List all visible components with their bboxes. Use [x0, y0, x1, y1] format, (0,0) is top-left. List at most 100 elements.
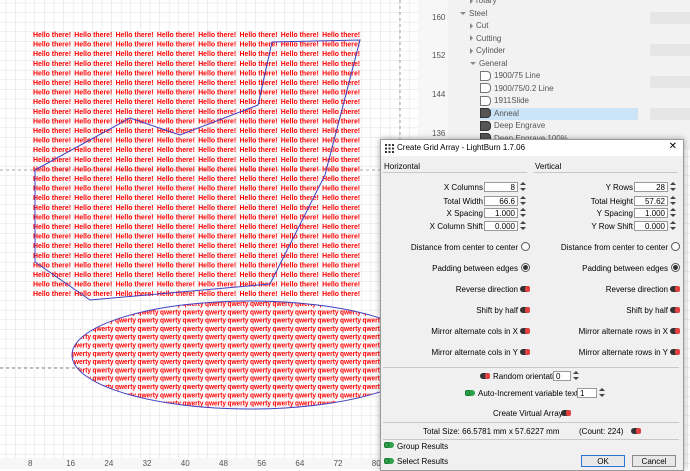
hello-text-instance: Hello there!	[281, 145, 319, 154]
chevron-right-icon[interactable]	[470, 22, 473, 29]
hello-text-instance: Hello there!	[157, 212, 195, 221]
total-height-input[interactable]: 57.62	[634, 196, 668, 206]
y-rows-spinner[interactable]	[669, 182, 678, 192]
total-width-input[interactable]: 66.6	[484, 196, 518, 206]
random-orientation-spinner[interactable]	[572, 371, 581, 381]
library-item-label: 1911Slide	[494, 96, 529, 105]
library-item[interactable]: Cutting	[470, 33, 638, 45]
qwerty-text-instance: qwerty	[363, 324, 385, 333]
qwerty-text-instance: qwerty	[205, 341, 227, 350]
count-toggle[interactable]	[631, 428, 641, 434]
qwerty-text-instance: qwerty	[273, 299, 295, 308]
qwerty-text-instance: qwerty	[160, 341, 182, 350]
x-spacing-input[interactable]: 1.000	[484, 208, 518, 218]
hello-text-instance: Hello there!	[198, 174, 236, 183]
library-item[interactable]: Deep Engrave	[480, 120, 638, 132]
hello-text-instance: Hello there!	[281, 193, 319, 202]
y-row-shift-input[interactable]: 0.000	[634, 221, 668, 231]
x-column-shift-spinner[interactable]	[519, 221, 528, 231]
qwerty-text-instance: qwerty	[115, 382, 137, 391]
qwerty-text-instance: qwerty	[115, 374, 137, 383]
library-item[interactable]: rotary	[470, 0, 638, 7]
h-shift-by-half-toggle[interactable]	[520, 307, 530, 313]
create-virtual-array-toggle[interactable]	[561, 410, 571, 416]
y-rows-input[interactable]: 28	[634, 182, 668, 192]
library-item[interactable]: 1911Slide	[480, 95, 638, 107]
qwerty-text-instance: qwerty	[205, 399, 227, 408]
x-column-shift-input[interactable]: 0.000	[484, 221, 518, 231]
y-row-shift-spinner[interactable]	[669, 221, 678, 231]
library-item[interactable]: General	[470, 58, 638, 70]
hello-text-instance: Hello there!	[322, 184, 360, 193]
cancel-button[interactable]: Cancel	[632, 455, 676, 467]
y-spacing-spinner[interactable]	[669, 208, 678, 218]
qwerty-text-instance: qwerty	[70, 399, 92, 408]
hello-text-instance: Hello there!	[157, 30, 195, 39]
hello-text-instance: Hello there!	[74, 241, 112, 250]
hello-text-instance: Hello there!	[240, 280, 278, 289]
mirror-cols-y-toggle[interactable]	[520, 349, 530, 355]
hello-text-instance: Hello there!	[240, 212, 278, 221]
hello-text-instance: Hello there!	[240, 49, 278, 58]
qwerty-text-instance: qwerty	[138, 341, 160, 350]
h-distance-center-radio[interactable]	[521, 242, 530, 251]
group-results-toggle[interactable]	[384, 442, 394, 448]
close-icon[interactable]: ✕	[668, 141, 677, 152]
h-reverse-direction-toggle[interactable]	[520, 286, 530, 292]
ok-button[interactable]: OK	[581, 455, 625, 467]
random-orientation-input[interactable]: 0	[553, 371, 571, 381]
hello-text-instance: Hello there!	[322, 222, 360, 231]
hello-text-instance: Hello there!	[116, 30, 154, 39]
chevron-right-icon[interactable]	[470, 0, 473, 4]
qwerty-text-instance: qwerty	[70, 307, 92, 316]
x-columns-spinner[interactable]	[519, 182, 528, 192]
total-height-spinner[interactable]	[669, 196, 678, 206]
library-item[interactable]: Cut	[470, 20, 638, 32]
hello-text-array[interactable]: Hello there! Hello there! Hello there! Hell…	[33, 30, 360, 298]
hello-text-instance: Hello there!	[281, 270, 319, 279]
v-padding-edges-radio[interactable]	[671, 263, 680, 272]
hello-text-instance: Hello there!	[74, 107, 112, 116]
qwerty-text-instance: qwerty	[340, 316, 362, 325]
mirror-rows-y-toggle[interactable]	[670, 349, 680, 355]
library-item[interactable]: Anneal	[480, 107, 638, 120]
total-width-spinner[interactable]	[519, 196, 528, 206]
mirror-rows-x-toggle[interactable]	[670, 328, 680, 334]
total-size-text: Total Size: 66.5781 mm x 57.6227 mm	[423, 427, 560, 436]
chevron-right-icon[interactable]	[470, 47, 473, 54]
auto-increment-spinner[interactable]	[598, 388, 607, 398]
x-spacing-spinner[interactable]	[519, 208, 528, 218]
qwerty-text-instance: qwerty	[205, 324, 227, 333]
x-columns-input[interactable]: 8	[484, 182, 518, 192]
hello-text-instance: Hello there!	[281, 40, 319, 49]
library-item[interactable]: 1900/75 Line	[480, 70, 638, 82]
library-item[interactable]: Cylinder	[470, 45, 638, 57]
hello-text-instance: Hello there!	[157, 174, 195, 183]
hello-text-instance: Hello there!	[33, 232, 71, 241]
hello-text-instance: Hello there!	[198, 30, 236, 39]
y-spacing-input[interactable]: 1.000	[634, 208, 668, 218]
hello-text-instance: Hello there!	[322, 59, 360, 68]
v-reverse-direction-toggle[interactable]	[670, 286, 680, 292]
material-tag-icon	[480, 70, 491, 81]
random-orientation-toggle[interactable]	[480, 373, 490, 379]
qwerty-text-instance: qwerty	[228, 374, 250, 383]
v-distance-center-radio[interactable]	[671, 242, 680, 251]
auto-increment-toggle[interactable]	[465, 390, 475, 396]
chevron-down-icon[interactable]	[460, 11, 466, 15]
chevron-right-icon[interactable]	[470, 35, 473, 42]
select-results-toggle[interactable]	[384, 458, 394, 464]
qwerty-text-array[interactable]: qwerty qwerty qwerty qwerty qwerty qwerty qwer…	[70, 299, 407, 408]
auto-increment-input[interactable]: 1	[577, 388, 597, 398]
hello-text-instance: Hello there!	[74, 212, 112, 221]
mirror-cols-x-toggle[interactable]	[520, 328, 530, 334]
library-item[interactable]: Steel	[460, 8, 638, 20]
polygon-outline[interactable]	[34, 39, 361, 301]
h-padding-edges-radio[interactable]	[521, 263, 530, 272]
y-row-shift-label: Y Row Shift	[591, 222, 633, 231]
chevron-down-icon[interactable]	[470, 61, 476, 65]
dialog-titlebar[interactable]: Create Grid Array - LightBurn 1.7.06 ✕	[381, 140, 683, 156]
v-shift-by-half-toggle[interactable]	[670, 307, 680, 313]
library-item[interactable]: 1900/75/0.2 Line	[480, 83, 638, 95]
